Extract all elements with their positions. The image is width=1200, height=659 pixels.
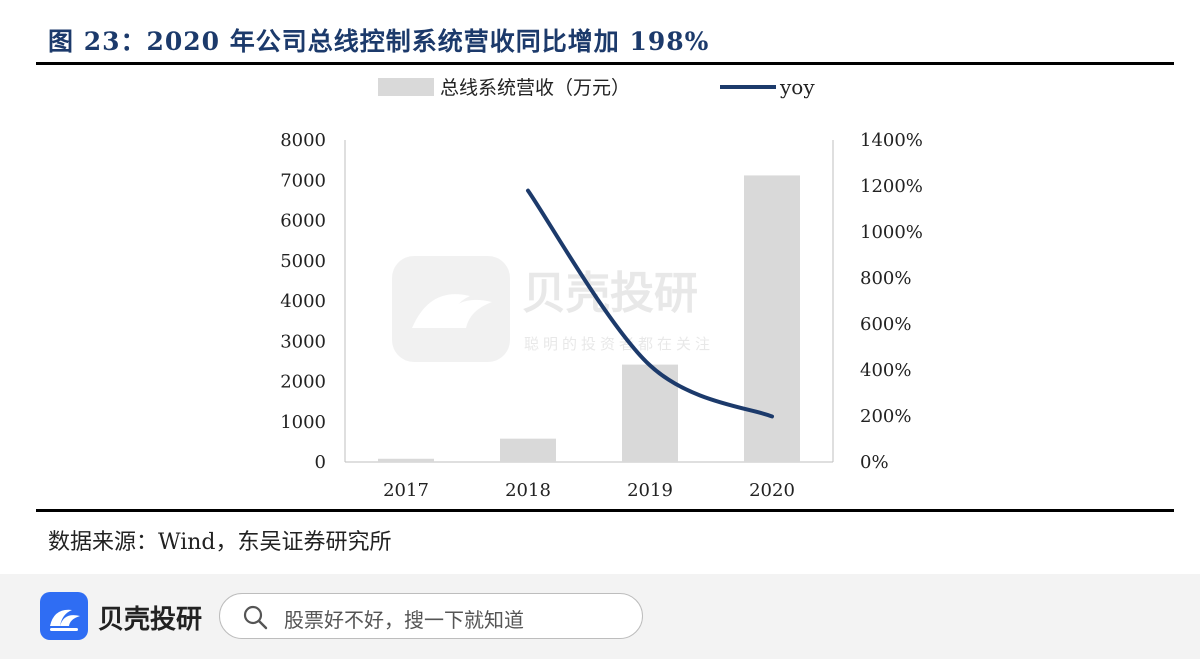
legend: 总线系统营收（万元） yoy — [378, 75, 815, 99]
bar-2020 — [744, 175, 800, 463]
right-tick-label: 1200% — [860, 176, 923, 197]
right-tick-label: 1000% — [860, 222, 923, 243]
right-tick-label: 200% — [860, 406, 911, 427]
x-tick-label: 2018 — [505, 480, 551, 501]
search-placeholder: 股票好不好，搜一下就知道 — [284, 608, 524, 632]
legend-line-label: yoy — [779, 75, 815, 99]
watermark-brand: 贝壳投研 — [522, 268, 698, 319]
x-tick-label: 2020 — [749, 480, 795, 501]
right-tick-label: 800% — [860, 268, 911, 289]
combo-chart: 贝壳投研 聪明的投资者都在关注 总线系统营收（万元） yoy 0 1000 2000… — [280, 75, 923, 501]
yoy-line — [526, 188, 774, 419]
figure-title: 图 23：2020 年公司总线控制系统营收同比增加 198% — [48, 27, 710, 56]
left-tick-label: 6000 — [280, 211, 326, 232]
top-rule — [36, 62, 1174, 65]
left-tick-label: 4000 — [280, 291, 326, 312]
right-tick-label: 1400% — [860, 130, 923, 151]
left-tick-label: 5000 — [280, 251, 326, 272]
left-tick-label: 0 — [315, 452, 326, 473]
source-note: 数据来源：Wind，东吴证券研究所 — [48, 530, 392, 555]
x-tick-labels: 2017 2018 2019 2020 — [383, 480, 795, 501]
left-tick-label: 2000 — [280, 372, 326, 393]
watermark: 贝壳投研 聪明的投资者都在关注 — [392, 256, 714, 362]
right-tick-labels: 0% 200% 400% 600% 800% 1000% 1200% 1400% — [860, 130, 923, 473]
brand-name[interactable]: 贝壳投研 — [98, 605, 203, 635]
right-tick-label: 0% — [860, 452, 889, 473]
legend-bar-label: 总线系统营收（万元） — [440, 77, 630, 99]
search-icon — [243, 605, 268, 630]
bottom-rule — [36, 509, 1174, 512]
left-tick-label: 3000 — [280, 331, 326, 352]
x-tick-label: 2019 — [627, 480, 673, 501]
left-tick-labels: 0 1000 2000 3000 4000 5000 6000 7000 8000 — [280, 130, 326, 473]
legend-bar-swatch — [378, 78, 434, 96]
search-input[interactable]: 股票好不好，搜一下就知道 — [219, 593, 643, 639]
line-series — [526, 188, 774, 419]
left-tick-label: 1000 — [280, 412, 326, 433]
left-tick-label: 7000 — [280, 170, 326, 191]
watermark-slogan: 聪明的投资者都在关注 — [524, 335, 714, 353]
left-tick-label: 8000 — [280, 130, 326, 151]
brand-logo-icon[interactable] — [40, 592, 88, 640]
x-tick-label: 2017 — [383, 480, 429, 501]
bar-2018 — [500, 438, 556, 462]
right-tick-label: 400% — [860, 360, 911, 381]
app-footer: 贝壳投研 股票好不好，搜一下就知道 — [0, 574, 1200, 659]
bar-2017 — [378, 458, 434, 462]
right-tick-label: 600% — [860, 314, 911, 335]
